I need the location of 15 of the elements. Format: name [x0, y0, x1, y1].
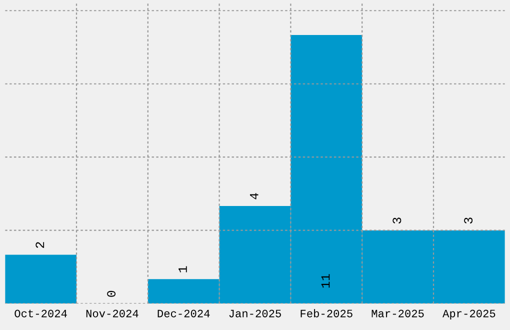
x-tick-label: Nov-2024 — [86, 310, 138, 318]
data-label: 3 — [392, 218, 402, 224]
data-label: 11 — [321, 274, 330, 288]
data-label: 3 — [464, 218, 473, 224]
data-label: 2 — [36, 242, 44, 248]
data-label: 4 — [250, 193, 258, 200]
x-tick-label: Dec-2024 — [158, 310, 210, 318]
x-tick-label: Feb-2025 — [300, 309, 352, 318]
data-label: 0 — [107, 290, 116, 297]
x-tick-label: Mar-2025 — [372, 310, 424, 318]
data-label: 1 — [178, 266, 187, 272]
x-tick-label: Jan-2025 — [229, 310, 281, 318]
x-tick-label: Apr-2025 — [442, 310, 496, 320]
bar — [5, 254, 76, 304]
x-tick-label: Oct-2024 — [14, 310, 67, 318]
